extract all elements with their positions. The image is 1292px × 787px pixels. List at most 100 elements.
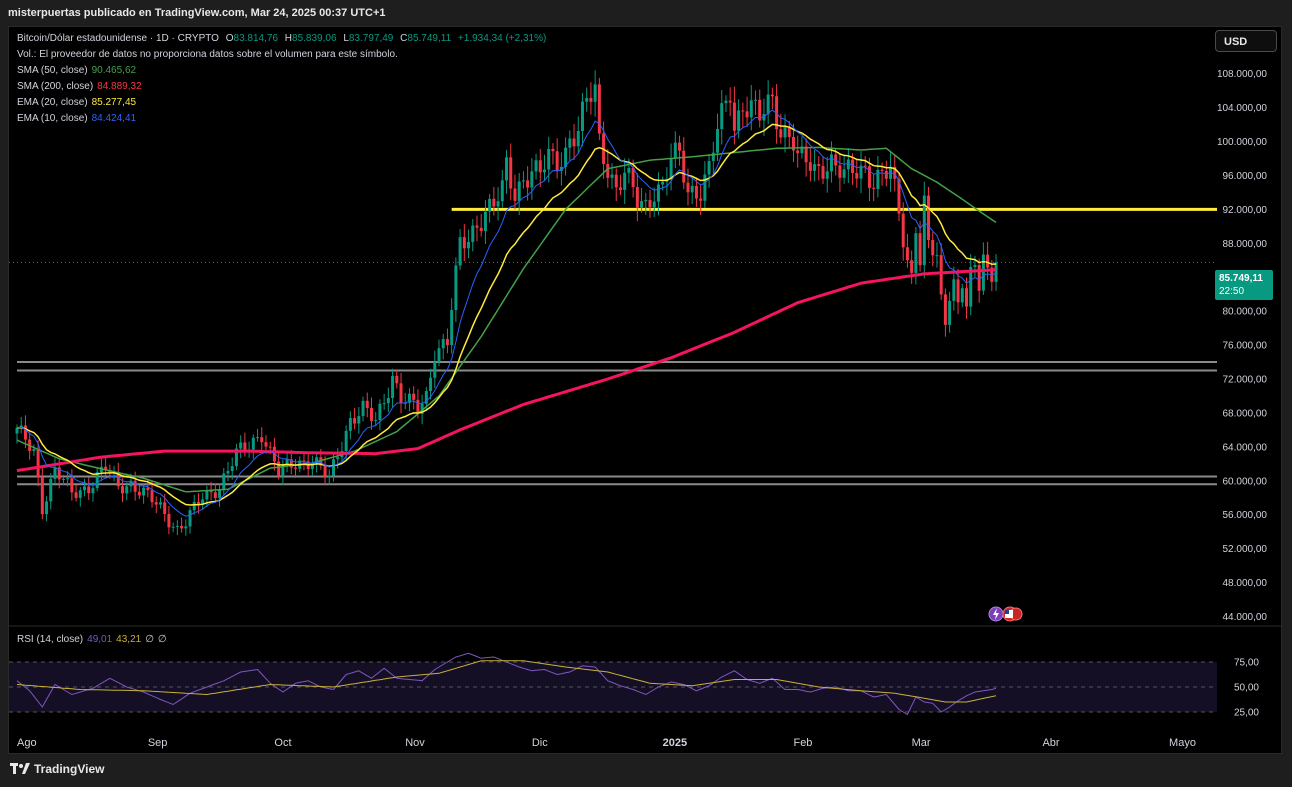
candle-body[interactable] xyxy=(631,167,635,188)
sma50-line[interactable] xyxy=(16,146,997,493)
indicator-sma50[interactable]: SMA (50, close) 90.465,62 xyxy=(17,63,140,79)
candle-body[interactable] xyxy=(952,279,956,301)
candle-body[interactable] xyxy=(158,502,162,505)
candle-body[interactable] xyxy=(547,148,551,170)
candle-body[interactable] xyxy=(597,84,601,134)
candle-body[interactable] xyxy=(543,169,546,173)
candle-body[interactable] xyxy=(737,110,741,131)
candle-body[interactable] xyxy=(95,472,99,489)
candle-body[interactable] xyxy=(576,131,580,147)
candle-body[interactable] xyxy=(758,99,762,121)
candle-body[interactable] xyxy=(496,201,500,207)
candle-body[interactable] xyxy=(458,237,462,266)
candle-body[interactable] xyxy=(471,225,475,242)
candle-body[interactable] xyxy=(399,383,403,403)
candle-body[interactable] xyxy=(644,200,648,202)
candle-body[interactable] xyxy=(732,102,736,131)
candle-body[interactable] xyxy=(395,375,399,384)
candle-body[interactable] xyxy=(230,466,234,471)
candle-body[interactable] xyxy=(568,138,572,148)
candle-body[interactable] xyxy=(462,237,466,249)
candle-body[interactable] xyxy=(770,94,774,97)
candle-body[interactable] xyxy=(163,502,167,514)
candle-body[interactable] xyxy=(652,201,656,208)
candle-body[interactable] xyxy=(344,430,348,452)
candle-body[interactable] xyxy=(817,164,821,166)
candle-body[interactable] xyxy=(720,103,724,130)
candle-body[interactable] xyxy=(319,457,323,466)
candle-body[interactable] xyxy=(910,260,914,273)
candle-body[interactable] xyxy=(407,393,411,403)
candle-body[interactable] xyxy=(310,463,314,470)
candle-body[interactable] xyxy=(78,490,82,498)
candle-body[interactable] xyxy=(517,181,521,201)
candle-body[interactable] xyxy=(243,442,247,451)
candle-body[interactable] xyxy=(129,480,133,487)
candle-body[interactable] xyxy=(821,165,825,179)
candle-body[interactable] xyxy=(205,489,209,500)
candle-body[interactable] xyxy=(382,403,386,405)
candle-body[interactable] xyxy=(741,110,745,112)
candle-body[interactable] xyxy=(32,449,36,451)
candle-body[interactable] xyxy=(986,254,990,268)
candle-body[interactable] xyxy=(416,399,420,414)
candle-body[interactable] xyxy=(960,288,964,303)
candle-body[interactable] xyxy=(260,437,264,443)
candle-body[interactable] xyxy=(893,166,897,179)
rsi-legend[interactable]: RSI (14, close) 49,01 43,21 ∅ ∅ xyxy=(17,632,171,648)
candle-body[interactable] xyxy=(188,510,192,527)
candle-body[interactable] xyxy=(682,150,686,183)
candle-body[interactable] xyxy=(74,492,78,498)
currency-button[interactable]: USD xyxy=(1215,30,1277,52)
candle-body[interactable] xyxy=(716,129,720,153)
candle-body[interactable] xyxy=(57,467,61,480)
candle-body[interactable] xyxy=(694,185,698,199)
candle-body[interactable] xyxy=(40,477,44,515)
candle-body[interactable] xyxy=(897,178,901,214)
candle-body[interactable] xyxy=(749,100,753,118)
candle-body[interactable] xyxy=(116,471,120,487)
ema10-line[interactable] xyxy=(16,109,997,517)
candle-body[interactable] xyxy=(483,211,487,232)
candle-body[interactable] xyxy=(281,465,285,477)
candle-body[interactable] xyxy=(467,241,471,249)
candle-body[interactable] xyxy=(526,180,530,188)
candle-body[interactable] xyxy=(361,400,365,417)
candle-body[interactable] xyxy=(201,499,205,505)
candle-body[interactable] xyxy=(673,142,677,159)
event-markers[interactable] xyxy=(986,605,1026,623)
candle-body[interactable] xyxy=(357,416,361,424)
candle-body[interactable] xyxy=(901,213,905,248)
candle-body[interactable] xyxy=(15,427,19,434)
candle-body[interactable] xyxy=(509,157,513,189)
candle-body[interactable] xyxy=(661,181,665,185)
candle-body[interactable] xyxy=(353,418,357,424)
candle-body[interactable] xyxy=(863,165,867,167)
candle-body[interactable] xyxy=(450,310,454,346)
candle-body[interactable] xyxy=(977,265,981,291)
candle-body[interactable] xyxy=(19,425,23,428)
candle-body[interactable] xyxy=(707,160,711,175)
candle-body[interactable] xyxy=(150,490,154,503)
candle-body[interactable] xyxy=(867,166,871,188)
candle-body[interactable] xyxy=(218,489,222,499)
candle-body[interactable] xyxy=(289,459,293,468)
candle-body[interactable] xyxy=(336,457,340,460)
candle-body[interactable] xyxy=(239,442,243,449)
candle-body[interactable] xyxy=(171,526,175,528)
candle-body[interactable] xyxy=(855,173,859,179)
candle-body[interactable] xyxy=(83,486,87,491)
candle-body[interactable] xyxy=(209,489,213,493)
candle-body[interactable] xyxy=(251,437,255,450)
candle-body[interactable] xyxy=(192,501,196,511)
candle-body[interactable] xyxy=(724,100,728,104)
candle-body[interactable] xyxy=(551,148,555,152)
candle-body[interactable] xyxy=(555,151,559,171)
candle-body[interactable] xyxy=(530,171,534,188)
candle-body[interactable] xyxy=(775,96,779,130)
candle-body[interactable] xyxy=(787,126,791,137)
candle-body[interactable] xyxy=(981,254,985,291)
candle-body[interactable] xyxy=(859,165,863,179)
candle-body[interactable] xyxy=(914,233,918,273)
candle-body[interactable] xyxy=(45,501,49,515)
